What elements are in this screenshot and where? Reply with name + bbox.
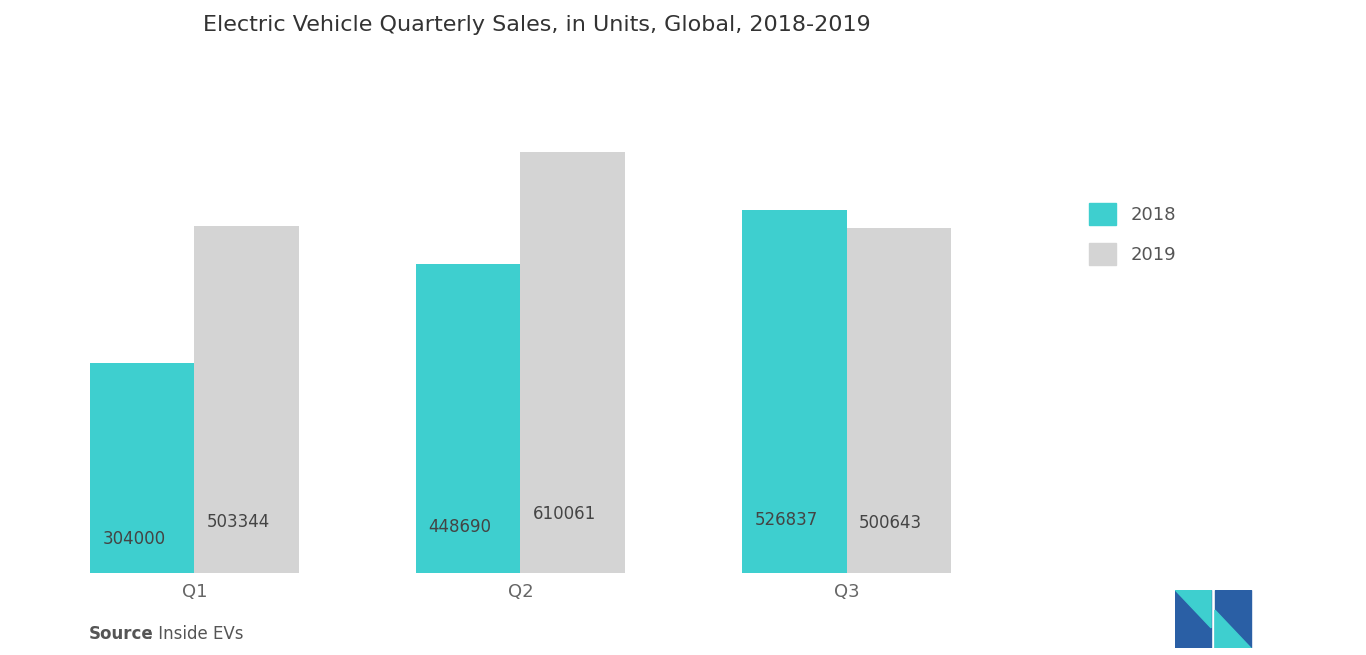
Title: Electric Vehicle Quarterly Sales, in Units, Global, 2018-2019: Electric Vehicle Quarterly Sales, in Uni… [204,15,870,35]
Text: : Inside EVs: : Inside EVs [142,625,243,643]
Polygon shape [1214,590,1251,648]
Bar [742,210,847,573]
Text: 503344: 503344 [206,514,270,531]
Text: 526837: 526837 [754,512,818,529]
Polygon shape [1175,590,1212,627]
Bar [847,228,951,573]
Bar [194,226,299,573]
Polygon shape [1175,590,1212,648]
Legend: 2018, 2019: 2018, 2019 [1081,195,1186,274]
Bar [417,264,520,573]
Text: 304000: 304000 [102,530,165,548]
Text: 610061: 610061 [533,504,596,523]
Text: 448690: 448690 [429,518,492,536]
Bar [520,153,624,573]
Text: 500643: 500643 [859,514,922,532]
Bar [90,364,194,573]
Polygon shape [1214,610,1251,648]
Text: Source: Source [89,625,153,643]
